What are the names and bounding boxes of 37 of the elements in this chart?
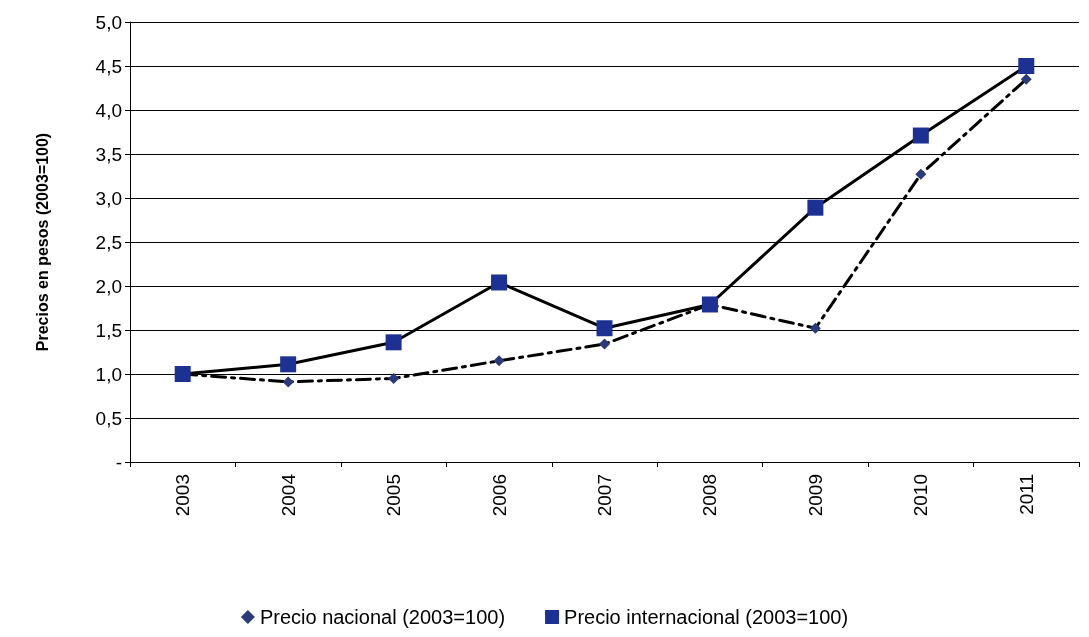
x-tick-label: 2008: [699, 474, 721, 517]
x-tick-label: 2006: [488, 474, 510, 517]
y-tick-label: 4,0: [95, 99, 122, 121]
point: [915, 168, 927, 180]
legend-label: Precio internacional (2003=100): [564, 606, 849, 628]
point: [807, 199, 824, 216]
y-tick-label: 3,5: [95, 143, 122, 165]
y-tick-label: 4,5: [95, 55, 122, 77]
point: [280, 356, 297, 373]
point: [493, 355, 505, 367]
point: [385, 334, 402, 351]
point: [388, 372, 400, 384]
x-tick-label: 2004: [277, 473, 299, 517]
y-axis-title: Precios en pesos (2003=100): [33, 132, 51, 352]
x-tick-label: 2007: [594, 474, 615, 517]
y-tick-label: 1,0: [95, 363, 122, 385]
y-tick-label: 0,5: [95, 407, 122, 429]
legend-label: Precio nacional (2003=100): [259, 606, 506, 628]
y-tick-label: 1,5: [95, 319, 122, 341]
x-tick-label: 2003: [172, 474, 194, 517]
point: [596, 320, 613, 337]
point: [491, 274, 508, 291]
y-tick-label: 3,0: [95, 187, 122, 209]
point: [809, 322, 821, 334]
x-tick-label: 2005: [383, 474, 405, 517]
y-tick-label: 2,0: [95, 275, 122, 297]
x-tick-label: 2010: [910, 474, 932, 517]
point: [1020, 73, 1032, 85]
point: [912, 127, 929, 144]
point: [282, 376, 294, 388]
point: [1018, 58, 1035, 74]
y-tick-label: 2,5: [95, 231, 122, 253]
point: [599, 338, 610, 350]
x-tick-label: 2009: [804, 474, 826, 517]
y-tick-label: -: [115, 451, 122, 473]
x-tick-label: 2011: [1015, 474, 1037, 515]
y-tick-label: 5,0: [95, 11, 122, 33]
